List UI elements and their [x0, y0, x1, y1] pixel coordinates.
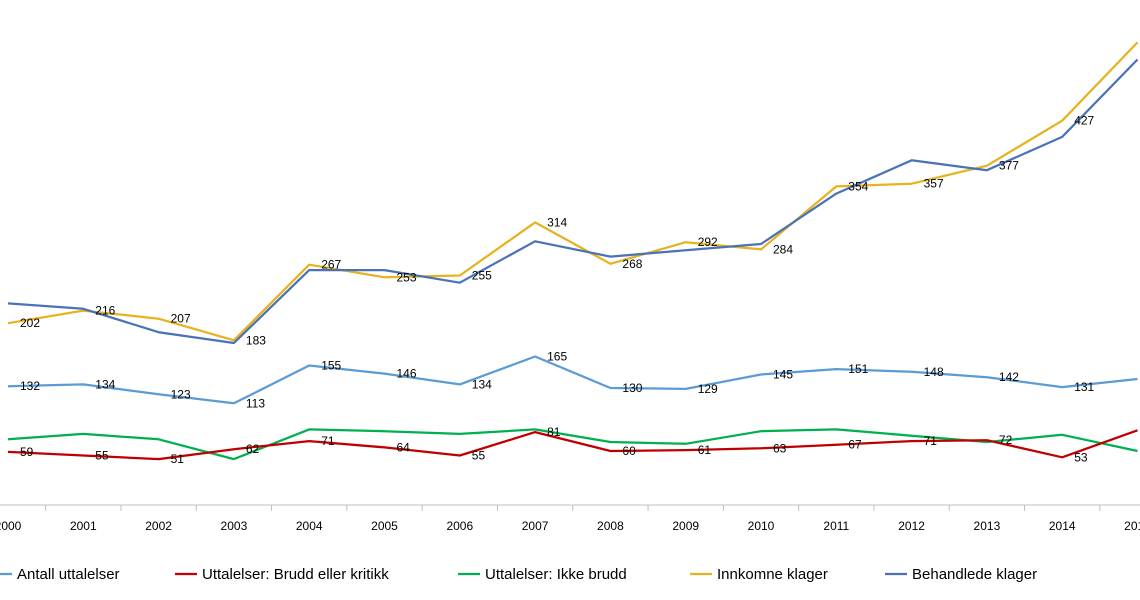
x-tick-label: 2006 [446, 519, 473, 533]
series-line-3 [7, 41, 1139, 342]
series-line-2 [7, 428, 1138, 461]
data-label: 253 [397, 270, 417, 284]
data-label: 268 [622, 257, 642, 271]
data-label: 183 [246, 333, 266, 347]
data-label: 134 [95, 377, 115, 391]
x-tick-label: 2005 [371, 519, 398, 533]
x-tick-label: 2011 [823, 519, 849, 533]
data-label: 53 [1074, 450, 1088, 464]
data-label: 59 [20, 445, 34, 459]
data-label: 61 [698, 443, 712, 457]
data-label: 292 [698, 235, 718, 249]
data-label: 427 [1074, 114, 1094, 128]
data-label: 155 [321, 359, 341, 373]
data-label: 132 [20, 379, 40, 393]
data-label: 55 [95, 449, 109, 463]
data-label: 142 [999, 370, 1019, 384]
x-tick-label: 2010 [748, 519, 775, 533]
data-label: 267 [321, 258, 341, 272]
legend-label: Uttalelser: Ikke brudd [485, 566, 627, 583]
data-label: 284 [773, 242, 793, 256]
data-label: 123 [171, 387, 191, 401]
data-label: 60 [622, 444, 636, 458]
data-label: 130 [622, 381, 642, 395]
data-label: 255 [472, 269, 492, 283]
x-tick-label: 2001 [70, 519, 97, 533]
legend-label: Uttalelser: Brudd eller kritikk [202, 566, 389, 583]
x-tick-label: 2007 [522, 519, 549, 533]
series-line-1 [7, 429, 1138, 461]
data-label: 71 [321, 434, 335, 448]
x-tick-label: 2000 [0, 519, 22, 533]
series-line-0 [7, 355, 1138, 405]
x-axis: 2000 2001 2002 2003 2004 2005 2006 2007 2008 2009… [0, 504, 1140, 533]
x-tick-label: 2015 [1124, 519, 1140, 533]
data-label: 72 [999, 433, 1013, 447]
data-label: 216 [95, 304, 115, 318]
data-label: 55 [472, 449, 486, 463]
data-label: 71 [924, 434, 938, 448]
x-tick-label: 2009 [672, 519, 699, 533]
x-tick-label: 2004 [296, 519, 323, 533]
x-tick-label: 2013 [974, 519, 1001, 533]
data-label: 51 [171, 452, 185, 466]
data-labels: 132 134 123 113 155 146 134 165 130 129 145 151 148 1… [20, 114, 1095, 466]
legend: Antall uttalelser Uttalelser: Brudd eller… [0, 566, 1037, 583]
data-label: 207 [171, 312, 191, 326]
x-tick-label: 2002 [145, 519, 172, 533]
legend-label: Behandlede klager [912, 566, 1037, 583]
x-tick-label: 2014 [1049, 519, 1076, 533]
data-label: 67 [848, 438, 862, 452]
data-label: 148 [924, 365, 944, 379]
data-label: 354 [848, 179, 868, 193]
data-label: 131 [1074, 380, 1094, 394]
legend-label: Antall uttalelser [17, 566, 120, 583]
data-label: 146 [397, 367, 417, 381]
x-tick-label: 2008 [597, 519, 624, 533]
data-label: 357 [924, 177, 944, 191]
data-label: 113 [246, 396, 265, 410]
data-label: 314 [547, 215, 567, 229]
data-label: 129 [698, 382, 718, 396]
series-lines [7, 41, 1139, 461]
data-label: 202 [20, 316, 40, 330]
data-label: 151 [848, 362, 868, 376]
x-tick-label: 2003 [221, 519, 248, 533]
data-label: 62 [246, 442, 260, 456]
data-label: 377 [999, 159, 1019, 173]
legend-label: Innkomne klager [717, 566, 828, 583]
data-label: 63 [773, 441, 787, 455]
data-label: 165 [547, 350, 567, 364]
data-label: 134 [472, 377, 492, 391]
series-line-4 [7, 58, 1139, 345]
data-label: 145 [773, 368, 793, 382]
x-tick-label: 2012 [898, 519, 925, 533]
data-label: 81 [547, 425, 561, 439]
data-label: 64 [397, 440, 411, 454]
